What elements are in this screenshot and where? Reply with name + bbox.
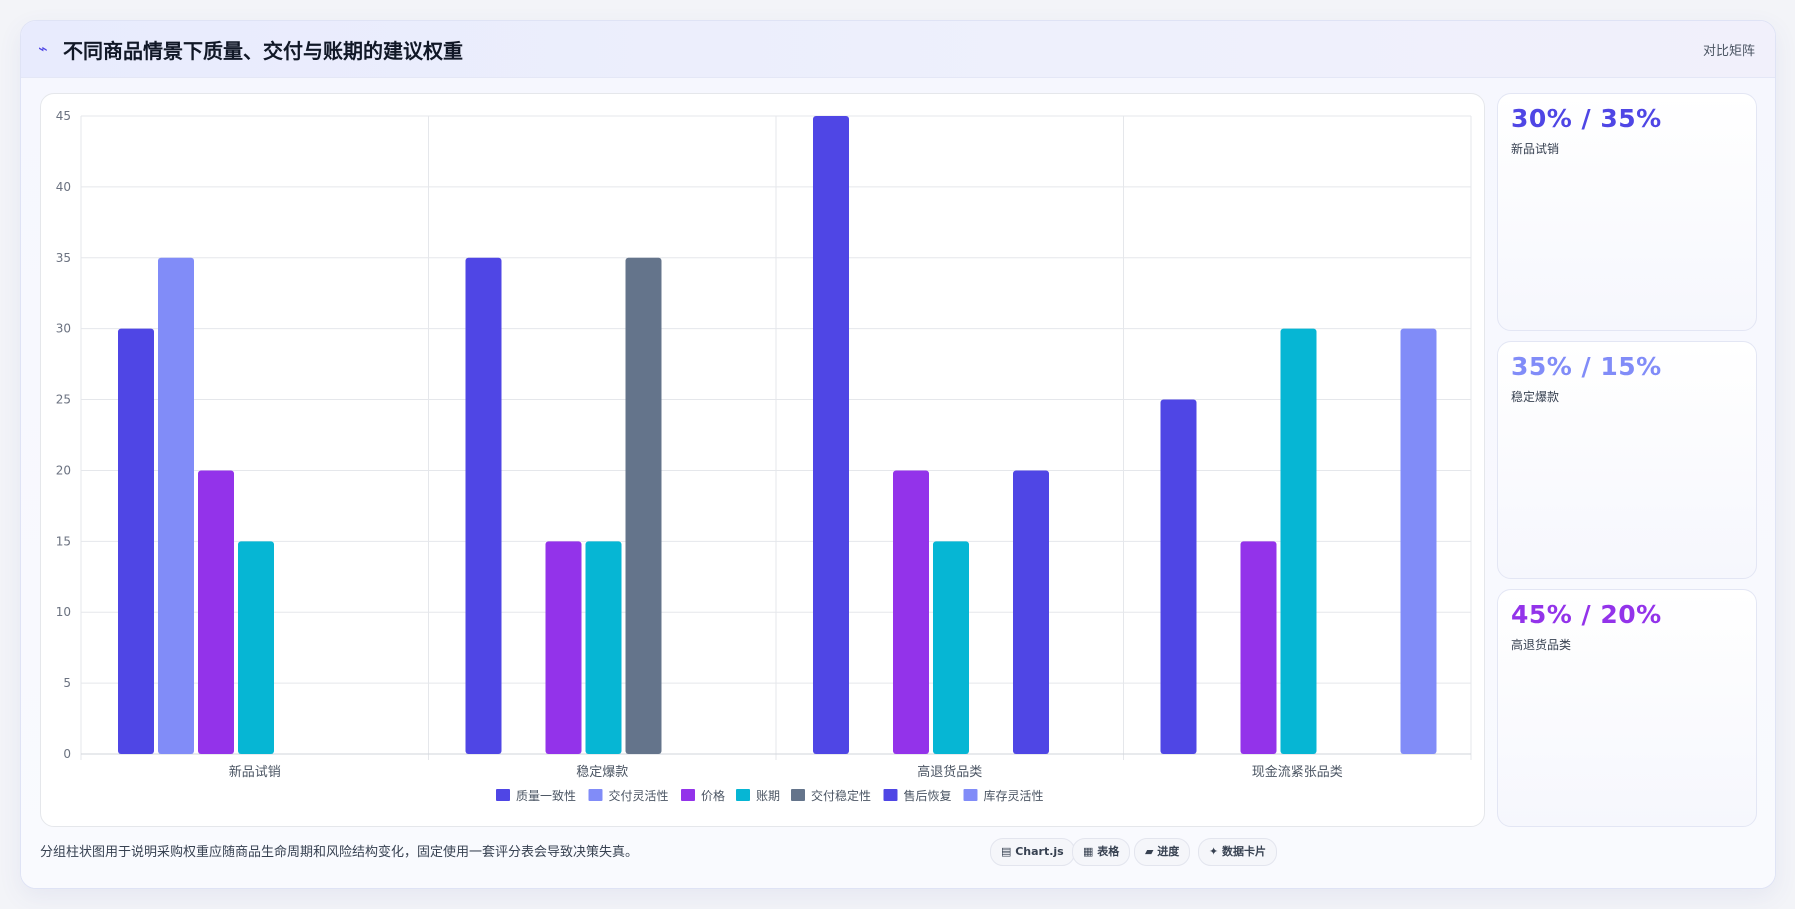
bar (1160, 399, 1197, 754)
bar (1013, 470, 1049, 754)
legend-label: 售后恢复 (904, 788, 952, 803)
y-tick-label: 10 (56, 605, 71, 619)
stat-card-value: 35% / 15% (1511, 352, 1662, 381)
stat-card-label: 高退货品类 (1511, 638, 1572, 652)
x-category-label: 新品试销 (229, 764, 281, 780)
legend-swatch (883, 789, 898, 801)
bar (545, 541, 582, 754)
y-tick-label: 15 (56, 534, 71, 548)
bar (625, 257, 662, 754)
chart-panel: 0 5 10 15 20 25 30 35 40 45 新品试销 稳定爆款 高退货品类 现金流紧张品类质量… (40, 93, 1485, 827)
y-tick-label: 45 (56, 109, 71, 123)
bar (198, 470, 234, 754)
legend-swatch (588, 789, 603, 801)
y-tick-label: 30 (56, 322, 71, 336)
card-header: ⌁ 不同商品情景下质量、交付与账期的建议权重 对比矩阵 (21, 21, 1775, 78)
stat-card-2: 35% / 15% 稳定爆款 (1497, 341, 1757, 579)
y-tick-label: 25 (56, 393, 71, 407)
legend-swatch (963, 789, 978, 801)
x-category-label: 现金流紧张品类 (1252, 764, 1343, 780)
bar (118, 328, 154, 754)
stat-card-value: 30% / 35% (1511, 104, 1662, 133)
view-tag[interactable]: 对比矩阵 (1702, 44, 1755, 59)
card-title: 不同商品情景下质量、交付与账期的建议权重 (63, 39, 463, 63)
bar (1240, 541, 1277, 754)
y-tick-label: 5 (63, 676, 71, 690)
bar (585, 541, 622, 754)
main-card: ⌁ 不同商品情景下质量、交付与账期的建议权重 对比矩阵 0 5 10 15 20 25 30… (20, 20, 1776, 889)
x-category-label: 稳定爆款 (576, 764, 628, 780)
x-category-label: 高退货品类 (917, 764, 982, 780)
legend-swatch (791, 789, 805, 801)
bar-chart: 0 5 10 15 20 25 30 35 40 45 新品试销 稳定爆款 高退货品类 现金流紧张品类质量… (56, 109, 1472, 803)
bar (1280, 328, 1317, 754)
data-card-pill[interactable]: ✦ 数据卡片 (1198, 838, 1278, 866)
bolt-icon: ⌁ (38, 39, 48, 58)
stat-card-value: 45% / 20% (1511, 600, 1662, 629)
footer-note: 分组柱状图用于说明采购权重应随商品生命周期和风险结构变化，固定使用一套评分表会导… (40, 845, 639, 860)
legend-label: 质量一致性 (516, 789, 576, 803)
bar (158, 257, 194, 754)
progress-pill[interactable]: ▰ 进度 (1134, 838, 1191, 866)
legend-label: 库存灵活性 (984, 788, 1044, 803)
y-tick-label: 40 (56, 180, 71, 194)
legend-label: 交付灵活性 (609, 788, 669, 803)
bar (893, 470, 929, 754)
bar (813, 116, 849, 754)
legend-swatch (681, 789, 695, 801)
bar (465, 257, 502, 754)
y-tick-label: 35 (56, 251, 71, 265)
stat-card-label: 新品试销 (1511, 142, 1560, 156)
table-pill[interactable]: ▦ 表格 (1072, 838, 1131, 866)
bar (238, 541, 274, 754)
legend-swatch (736, 789, 750, 801)
bar (933, 541, 969, 754)
y-tick-label: 20 (56, 463, 71, 477)
legend-label: 交付稳定性 (811, 788, 871, 803)
stat-card-3: 45% / 20% 高退货品类 (1497, 589, 1757, 827)
stat-card-label: 稳定爆款 (1511, 390, 1560, 404)
y-tick-label: 0 (63, 747, 71, 761)
legend-label: 账期 (756, 789, 780, 803)
legend-swatch (496, 789, 510, 801)
chartjs-pill[interactable]: ▤ Chart.js (990, 838, 1075, 866)
legend-label: 价格 (701, 788, 725, 803)
bar (1400, 328, 1437, 754)
stat-card-1: 30% / 35% 新品试销 (1497, 93, 1757, 331)
